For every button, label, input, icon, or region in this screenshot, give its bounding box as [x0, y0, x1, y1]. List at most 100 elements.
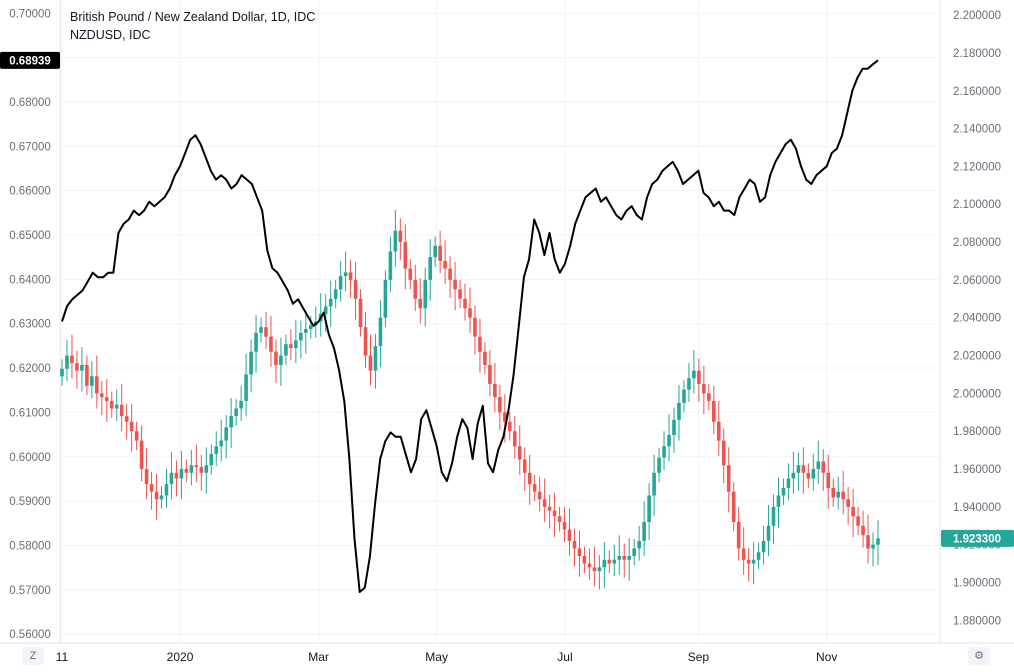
candle-body	[712, 400, 716, 422]
candle-body	[239, 400, 243, 409]
candle-body	[204, 465, 209, 473]
candle-body	[751, 559, 756, 564]
candle-body	[448, 268, 452, 280]
candle-body	[209, 453, 214, 466]
candle-body	[328, 298, 333, 307]
candle-body	[512, 431, 517, 447]
candle-body	[438, 245, 442, 261]
candle-body	[279, 355, 283, 365]
candle-body	[517, 446, 522, 460]
candle-body	[557, 516, 562, 522]
candle-body	[786, 478, 791, 488]
candle-body	[547, 506, 552, 511]
x-tick-label: 11	[56, 650, 69, 664]
candle-body	[423, 279, 428, 309]
candle-body	[144, 469, 149, 485]
right-tick-label: 1.980000	[953, 426, 1001, 438]
candle-body	[831, 487, 836, 498]
candle-body	[781, 487, 786, 496]
candle-body	[159, 495, 164, 500]
candle-body	[403, 242, 408, 269]
candle-body	[861, 525, 865, 536]
candle-body	[124, 416, 129, 422]
candle-body	[871, 544, 875, 549]
candle-body	[856, 516, 860, 526]
candle-body	[816, 461, 821, 470]
x-tick-label: Jul	[557, 650, 572, 664]
candle-body	[413, 279, 418, 299]
left-tick-label: 0.63000	[9, 319, 51, 331]
right-tick-label: 2.120000	[953, 161, 1001, 173]
candle-body	[95, 376, 99, 394]
candle-body	[662, 446, 666, 458]
x-tick-label: Mar	[308, 650, 329, 664]
candle-body	[304, 329, 308, 333]
legend-overlay-symbol[interactable]: NZDUSD, IDC	[70, 28, 151, 42]
candle-body	[522, 459, 527, 473]
right-current-value: 1.923300	[953, 533, 1001, 545]
right-tick-label: 2.140000	[953, 124, 1001, 136]
candle-body	[269, 336, 273, 352]
candle-body	[498, 397, 502, 413]
candle-body	[582, 556, 587, 564]
candle-body	[104, 397, 109, 401]
candle-body	[488, 364, 492, 384]
candle-body	[796, 465, 801, 473]
settings-icon[interactable]: ⚙	[968, 647, 990, 665]
candle-body	[672, 419, 676, 435]
left-tick-label: 0.68000	[9, 97, 51, 109]
candle-body	[493, 383, 497, 398]
candle-body	[801, 465, 806, 473]
candle-body	[323, 306, 328, 314]
candle-body	[333, 289, 338, 299]
left-tick-label: 0.70000	[9, 8, 51, 20]
candle-body	[114, 404, 119, 409]
candle-body	[164, 484, 169, 496]
candle-body	[199, 467, 204, 473]
candle-body	[866, 535, 870, 549]
left-tick-label: 0.57000	[9, 585, 51, 597]
candle-body	[358, 298, 363, 328]
candle-body	[562, 521, 567, 530]
right-tick-label: 2.200000	[953, 10, 1001, 22]
candle-body	[299, 332, 303, 341]
candle-body	[537, 491, 542, 500]
candle-body	[179, 469, 184, 479]
candle-body	[587, 563, 592, 568]
candle-body	[841, 491, 845, 500]
right-tick-label: 2.100000	[953, 199, 1001, 211]
right-tick-label: 1.900000	[953, 577, 1001, 589]
x-tick-label: Nov	[816, 650, 837, 664]
candle-body	[154, 491, 159, 500]
candle-body	[572, 540, 577, 549]
candle-body	[353, 279, 358, 299]
candle-body	[692, 370, 696, 379]
candle-body	[129, 421, 134, 432]
right-tick-label: 2.000000	[953, 388, 1001, 400]
candle-body	[189, 465, 194, 473]
candle-body	[617, 556, 622, 560]
candle-body	[542, 499, 547, 507]
candle-body	[443, 260, 447, 269]
candle-body	[627, 556, 632, 560]
candle-body	[85, 364, 89, 386]
candle-body	[532, 484, 537, 492]
candle-body	[348, 272, 353, 280]
candle-body	[552, 510, 557, 517]
candle-body	[637, 540, 641, 549]
x-tick-label: May	[425, 650, 448, 664]
candle-body	[264, 327, 268, 337]
candle-body	[393, 230, 398, 252]
left-tick-label: 0.66000	[9, 186, 51, 198]
candle-body	[368, 355, 373, 371]
left-tick-label: 0.60000	[9, 452, 51, 464]
candle-body	[612, 559, 617, 564]
candle-body	[677, 402, 681, 420]
right-tick-label: 2.020000	[953, 351, 1001, 363]
timezone-button[interactable]: Z	[22, 647, 44, 665]
legend-main-symbol[interactable]: British Pound / New Zealand Dollar, 1D, …	[70, 10, 316, 24]
candle-body	[806, 472, 811, 479]
candle-body	[741, 548, 746, 560]
candle-body	[149, 484, 154, 492]
chart-legend: British Pound / New Zealand Dollar, 1D, …	[70, 8, 315, 44]
